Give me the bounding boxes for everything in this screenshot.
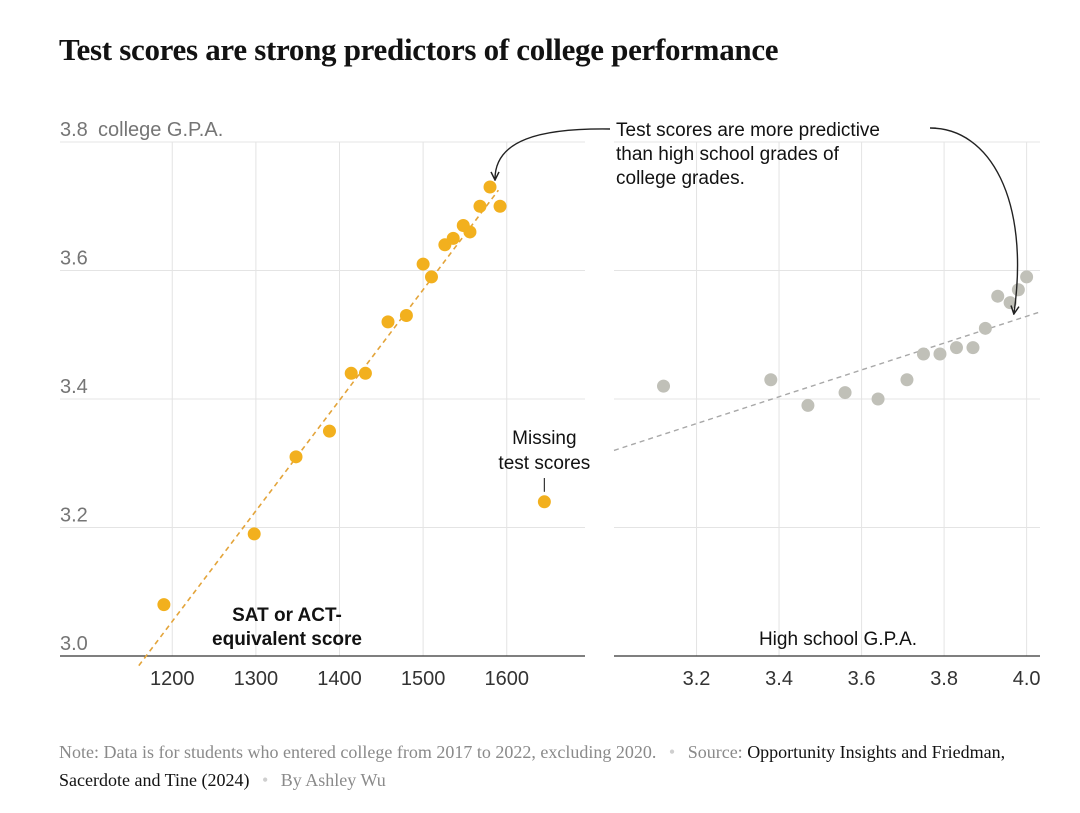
test-score-point [358,366,372,380]
y-axis-label: college G.P.A. [98,119,223,141]
chart-title: Test scores are strong predictors of col… [59,32,779,67]
annotation-arrow-right [929,127,1018,313]
y-tick-label: 3.0 [60,633,88,655]
annotation-line: college grades. [616,168,745,189]
y-tick-label: 3.2 [60,505,88,527]
missing-label-line: test scores [498,453,590,474]
test-score-point [483,180,497,194]
hs-gpa-point [801,398,815,412]
gridlines [60,141,1040,656]
x-tick-label: 3.4 [765,668,793,690]
x-tick-label: 3.2 [683,668,711,690]
x-tick-label: 4.0 [1013,668,1041,690]
data-points [157,180,1034,612]
trend-line-test-scores [138,189,500,667]
note-text: Data is for students who entered college… [103,742,657,762]
footer: Note: Data is for students who entered c… [59,738,1039,794]
test-score-point [344,366,358,380]
test-score-point [157,598,171,612]
missing-label-line: Missing [512,428,576,449]
hs-gpa-point [949,341,963,355]
hs-gpa-point [991,289,1005,303]
test-score-point [289,450,303,464]
hs-gpa-point [900,373,914,387]
x-axis-title-line: SAT or ACT- [232,605,342,626]
x-tick-label: 1200 [150,668,195,690]
y-tick-label: 3.8 [60,119,88,141]
test-score-point [463,225,477,239]
x-tick-label: 1300 [234,668,279,690]
source-text: Opportunity Insights and Friedman, Sacer… [59,742,1006,790]
test-score-point [446,231,460,245]
x-axis-title-line: equivalent score [212,629,362,650]
hs-gpa-point [764,373,778,387]
test-score-point [424,270,438,284]
hs-gpa-point [657,379,671,393]
source-label: Source: [687,742,743,762]
test-score-point [416,257,430,271]
hs-gpa-point [838,386,852,400]
hs-gpa-point [933,347,947,361]
x-tick-label: 3.6 [848,668,876,690]
axes: 3.0 3.2 3.4 3.6 3.8 college G.P.A. 1200 1300 140… [60,119,1041,690]
hs-gpa-point [1020,270,1034,284]
y-tick-label: 3.6 [60,248,88,270]
test-score-point [381,315,395,329]
annotation-arrow-left [495,128,611,179]
test-score-point [473,199,487,213]
x-tick-label: 3.8 [930,668,958,690]
hs-gpa-point [1011,283,1025,297]
test-score-point [493,199,507,213]
trend-line-hs-gpa [613,311,1040,452]
test-score-point [247,527,261,541]
hs-gpa-point [916,347,930,361]
x-tick-label: 1600 [484,668,529,690]
x-axis-title: High school G.P.A. [759,629,917,650]
x-tick-label: 1400 [317,668,362,690]
annotation-line: Test scores are more predictive [616,120,880,141]
trend-lines [138,189,1040,667]
note-label: Note: [59,742,99,762]
byline: By Ashley Wu [280,770,386,790]
test-score-point [322,424,336,438]
y-tick-label: 3.4 [60,376,88,398]
chart-labels: SAT or ACT-equivalent score High school G… [212,120,1018,650]
separator-dot: • [668,742,676,762]
hs-gpa-point [966,341,980,355]
annotation-line: than high school grades of [616,144,840,165]
hs-gpa-point [978,321,992,335]
separator-dot: • [261,770,269,790]
hs-gpa-point [871,392,885,406]
x-tick-label: 1500 [401,668,446,690]
test-score-point [399,308,413,322]
missing-test-score-point [537,495,551,509]
